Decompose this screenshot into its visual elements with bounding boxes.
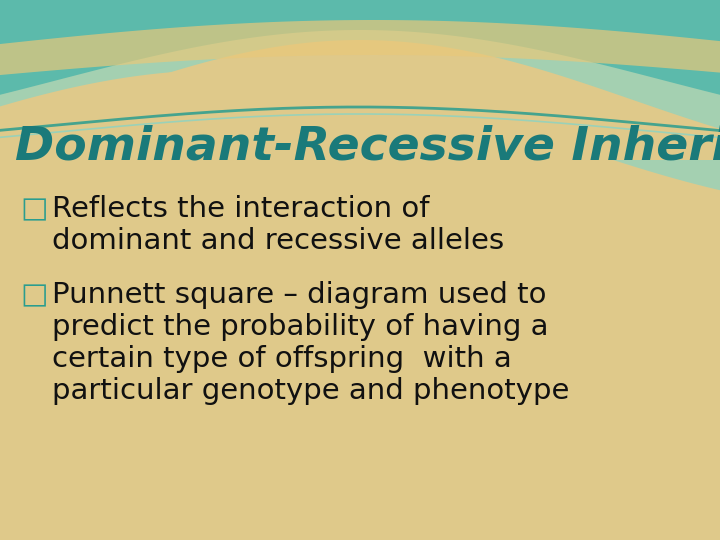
Text: □: □ [20, 195, 48, 223]
Polygon shape [0, 0, 720, 190]
Polygon shape [0, 20, 720, 75]
Text: Reflects the interaction of: Reflects the interaction of [52, 195, 430, 223]
Text: dominant and recessive alleles: dominant and recessive alleles [52, 227, 504, 255]
Text: □: □ [20, 281, 48, 309]
Text: Dominant-Recessive Inheritance: Dominant-Recessive Inheritance [15, 125, 720, 170]
Polygon shape [0, 0, 720, 95]
Text: predict the probability of having a: predict the probability of having a [52, 313, 549, 341]
Text: particular genotype and phenotype: particular genotype and phenotype [52, 377, 570, 405]
Text: Punnett square – diagram used to: Punnett square – diagram used to [52, 281, 546, 309]
Polygon shape [0, 40, 720, 160]
Text: certain type of offspring  with a: certain type of offspring with a [52, 345, 512, 373]
